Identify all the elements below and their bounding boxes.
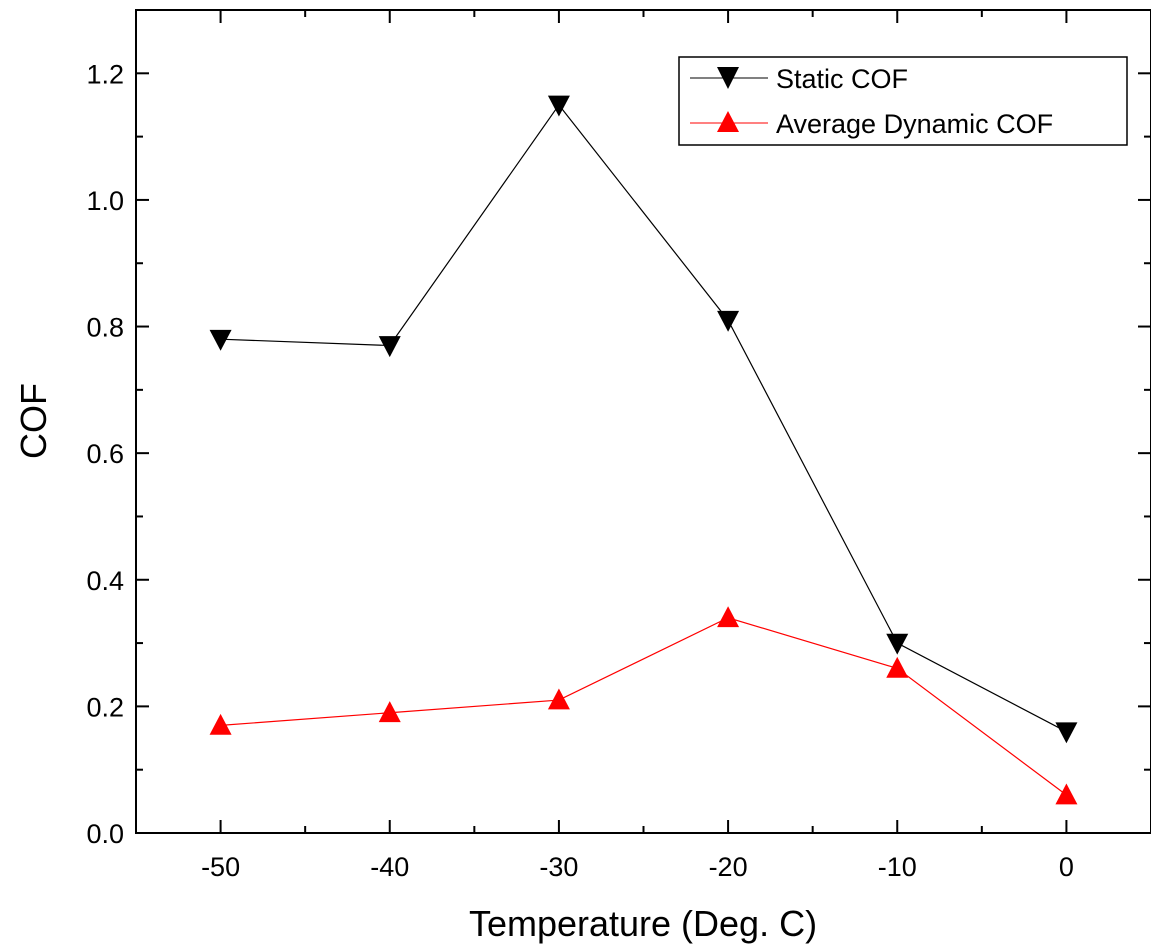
series-line-0 — [220, 103, 1067, 733]
y-tick-label: 0.2 — [86, 692, 124, 722]
legend-box — [678, 56, 1128, 146]
x-tick-label: -40 — [370, 852, 409, 882]
y-tick-label: 0.4 — [86, 566, 124, 596]
series-point-1 — [547, 688, 570, 710]
series-point-1 — [1055, 783, 1078, 805]
series-point-0 — [209, 329, 232, 351]
y-tick-label: 1.2 — [86, 59, 124, 89]
legend: Static COF Average Dynamic COF — [678, 56, 1128, 146]
tick-labels: -50 -40 -30 -20 -10 0 0.0 0.2 0.4 0.6 0.8 1.0 1.2 — [86, 59, 1073, 882]
series-point-1 — [209, 713, 232, 735]
x-tick-label: -10 — [878, 852, 917, 882]
series-point-1 — [886, 656, 909, 678]
series-point-1 — [717, 606, 740, 628]
x-tick-label: -30 — [539, 852, 578, 882]
series-point-0 — [547, 95, 570, 117]
series-line-1 — [220, 617, 1067, 796]
x-tick-label: 0 — [1059, 852, 1074, 882]
y-axis-title: COF — [13, 383, 54, 459]
legend-label-static: Static COF — [776, 64, 908, 94]
series-point-0 — [1055, 722, 1078, 744]
series-point-0 — [886, 633, 909, 655]
x-axis-title: Temperature (Deg. C) — [469, 903, 817, 944]
legend-marker-dynamic — [717, 111, 739, 132]
x-tick-label: -50 — [201, 852, 240, 882]
y-tick-label: 0.6 — [86, 439, 124, 469]
series-point-0 — [717, 310, 740, 332]
legend-marker-static — [717, 67, 739, 89]
axis-ticks — [135, 9, 1151, 834]
y-tick-label: 0.0 — [86, 819, 124, 849]
x-tick-label: -20 — [709, 852, 748, 882]
series-point-0 — [378, 336, 401, 358]
y-tick-label: 0.8 — [86, 313, 124, 343]
y-tick-label: 1.0 — [86, 186, 124, 216]
series-layer — [209, 95, 1078, 805]
series-point-1 — [378, 701, 401, 723]
legend-label-dynamic: Average Dynamic COF — [776, 109, 1053, 139]
